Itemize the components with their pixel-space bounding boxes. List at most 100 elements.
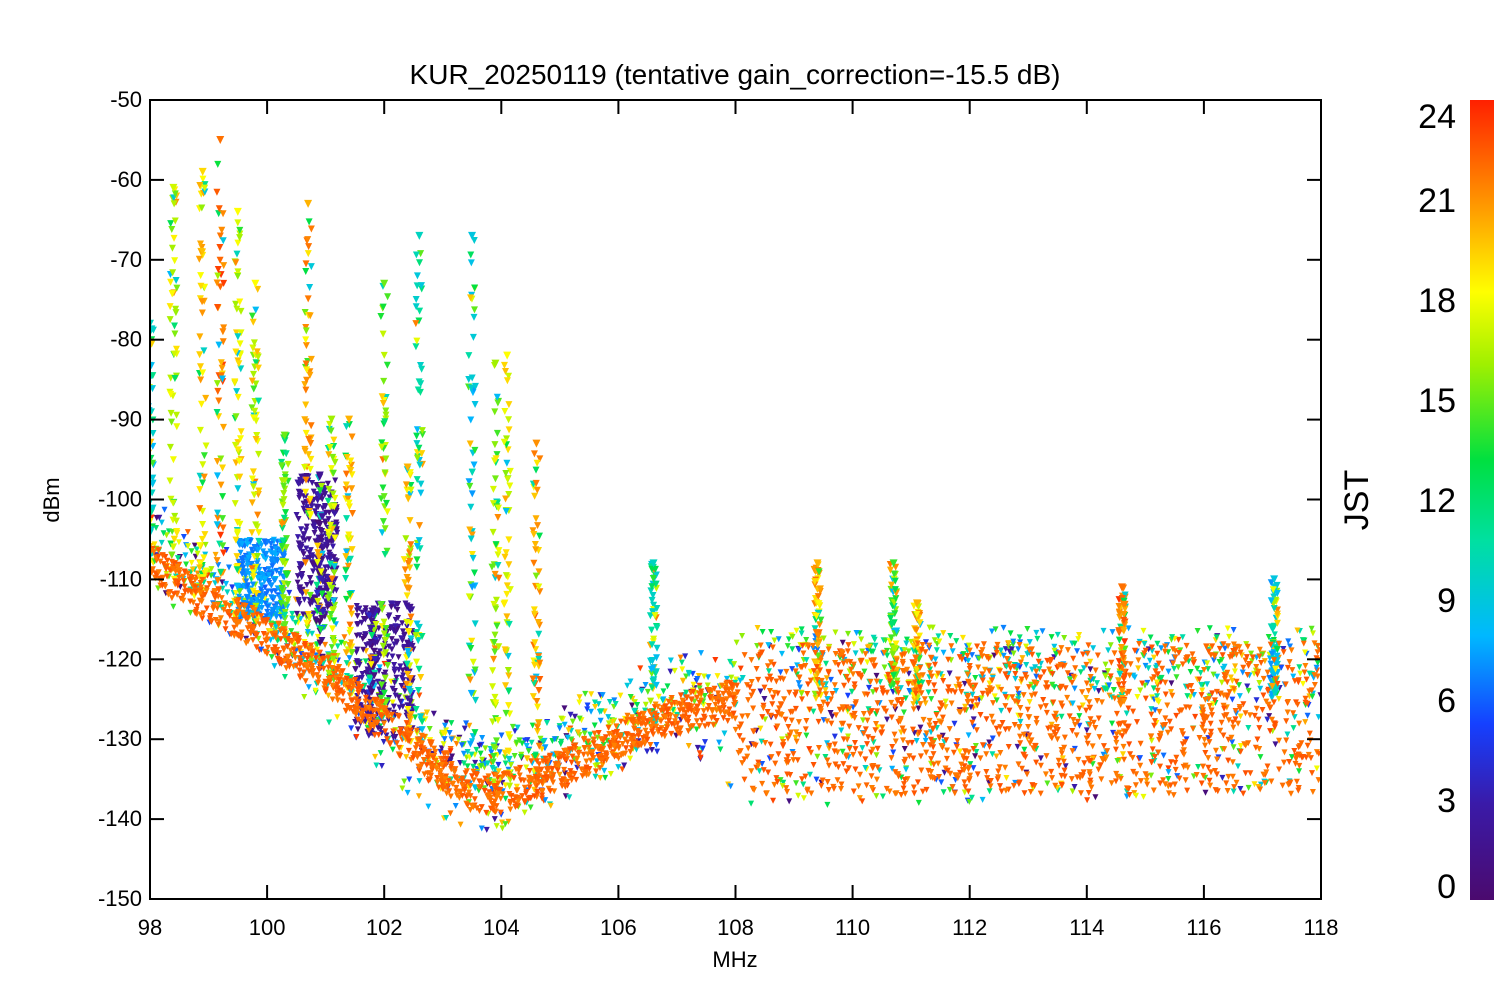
- data-point: [592, 704, 599, 711]
- data-point: [644, 748, 651, 755]
- data-point: [1092, 725, 1099, 732]
- data-point: [151, 508, 156, 516]
- data-point: [196, 486, 204, 494]
- data-point: [214, 509, 222, 517]
- data-point: [1220, 702, 1227, 709]
- data-point: [418, 285, 426, 293]
- data-point: [343, 515, 351, 523]
- data-point: [281, 437, 289, 445]
- data-point: [762, 716, 769, 723]
- data-point: [891, 661, 899, 669]
- data-point: [696, 699, 703, 706]
- data-point: [783, 785, 790, 792]
- data-point: [151, 456, 152, 458]
- data-point: [1090, 645, 1097, 652]
- data-point: [912, 626, 920, 634]
- data-point: [775, 636, 782, 643]
- data-point: [307, 575, 314, 582]
- data-point: [1037, 762, 1044, 769]
- data-point: [1200, 763, 1207, 770]
- data-point: [1071, 783, 1078, 790]
- data-point: [249, 587, 257, 595]
- data-point: [905, 648, 912, 655]
- data-point: [998, 647, 1005, 654]
- data-point: [295, 598, 302, 605]
- data-point: [547, 770, 554, 777]
- data-point: [601, 767, 608, 774]
- data-point: [382, 728, 389, 735]
- data-point: [417, 362, 425, 370]
- data-point: [725, 781, 732, 788]
- data-point: [906, 753, 913, 760]
- data-point: [202, 567, 210, 575]
- data-point: [635, 719, 642, 726]
- data-point: [795, 719, 802, 726]
- data-point: [501, 553, 509, 561]
- data-point: [744, 682, 751, 689]
- data-point: [879, 793, 886, 800]
- data-point: [893, 627, 901, 635]
- data-point: [901, 746, 908, 753]
- data-point: [328, 584, 336, 592]
- data-point: [851, 681, 858, 688]
- data-point: [503, 613, 511, 621]
- data-point: [250, 385, 258, 393]
- data-point: [315, 679, 322, 686]
- data-point: [243, 537, 250, 544]
- data-point: [1204, 660, 1211, 667]
- data-point: [331, 601, 339, 609]
- data-point: [1226, 633, 1233, 640]
- data-point: [220, 423, 228, 431]
- data-point: [868, 773, 875, 780]
- data-point: [539, 789, 546, 796]
- data-point: [1273, 652, 1281, 660]
- data-point: [296, 565, 303, 572]
- data-point: [514, 724, 521, 731]
- data-point: [1075, 636, 1082, 643]
- data-point: [478, 825, 485, 832]
- data-point: [915, 705, 922, 712]
- data-point: [235, 558, 242, 565]
- data-point: [233, 388, 241, 396]
- data-point: [1106, 692, 1113, 699]
- data-point: [213, 188, 221, 196]
- data-point: [395, 694, 402, 701]
- data-point: [253, 596, 260, 603]
- data-point: [521, 809, 528, 816]
- data-point: [231, 500, 239, 508]
- data-point: [1059, 703, 1066, 710]
- data-point: [151, 408, 155, 416]
- data-point: [199, 479, 207, 487]
- data-point: [166, 477, 174, 485]
- data-point: [1258, 659, 1265, 666]
- data-point: [981, 666, 988, 673]
- data-point: [850, 788, 857, 795]
- data-point: [219, 524, 227, 532]
- data-point: [254, 511, 262, 519]
- data-point: [501, 408, 509, 416]
- data-point: [197, 590, 204, 597]
- data-point: [1231, 668, 1238, 675]
- data-point: [1303, 676, 1310, 683]
- data-point: [813, 776, 820, 783]
- data-point: [405, 628, 413, 636]
- data-point: [822, 687, 829, 694]
- data-point: [479, 756, 486, 763]
- data-point: [1256, 653, 1263, 660]
- data-point: [705, 674, 712, 681]
- data-point: [624, 682, 631, 689]
- data-point: [603, 751, 610, 758]
- data-point: [990, 719, 997, 726]
- data-point: [229, 584, 236, 591]
- data-point: [560, 751, 567, 758]
- data-point: [798, 630, 805, 637]
- data-point: [328, 575, 336, 583]
- data-point: [1313, 664, 1320, 671]
- data-point: [412, 303, 420, 311]
- data-point: [965, 657, 972, 664]
- data-point: [1023, 661, 1030, 668]
- data-point: [1002, 646, 1009, 653]
- data-point: [390, 703, 397, 710]
- data-point: [1026, 684, 1033, 691]
- data-point: [648, 596, 656, 604]
